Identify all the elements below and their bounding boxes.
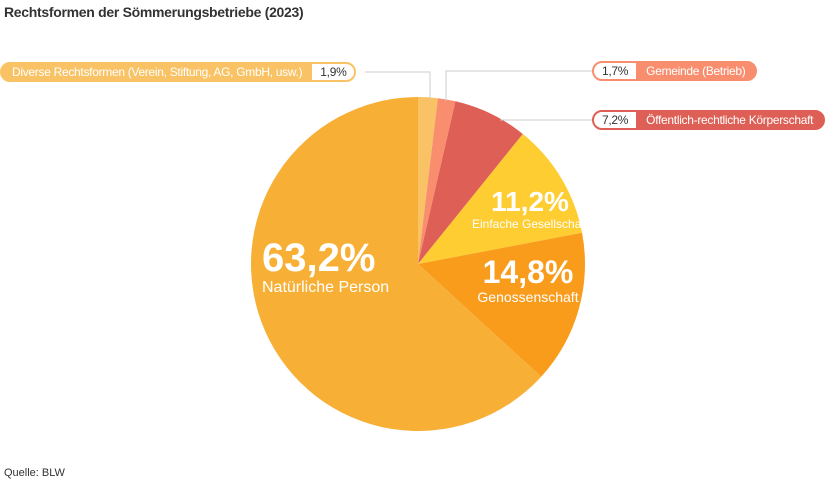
slice-value: 63,2% — [262, 236, 376, 280]
slice-name: Genossenschaft — [477, 289, 579, 305]
leader-line-diverse — [365, 71, 431, 99]
slice-name: Einfache Gesellschaft — [471, 217, 589, 231]
slice-value: 1,7% — [594, 63, 637, 79]
leader-lines — [365, 70, 592, 121]
chart-title: Rechtsformen der Sömmerungsbetriebe (202… — [4, 4, 304, 20]
label-genossenschaft: 14,8% Genossenschaft — [468, 256, 588, 304]
slice-name: Diverse Rechtsformen (Verein, Stiftung, … — [2, 64, 313, 80]
legend-pill-diverse: Diverse Rechtsformen (Verein, Stiftung, … — [0, 62, 357, 82]
leader-line-gemeinde — [445, 70, 592, 101]
slice-value: 1,9% — [312, 64, 355, 80]
pie-slice-4 — [418, 232, 586, 377]
label-natuerliche: 63,2% Natürliche Person — [262, 238, 422, 296]
pie-slice-3 — [418, 133, 583, 264]
slice-value: 14,8% — [482, 254, 574, 290]
slice-name: Öffentlich-rechtliche Körperschaft — [636, 112, 824, 128]
slice-name: Natürliche Person — [262, 279, 390, 296]
label-einfache: 11,2% Einfache Gesellschaft — [470, 186, 590, 231]
pie-slice-1 — [418, 98, 456, 265]
legend-pill-gemeinde: 1,7% Gemeinde (Betrieb) — [592, 61, 758, 81]
pie-slice-0 — [418, 97, 438, 264]
slice-value: 11,2% — [491, 186, 569, 217]
source-note: Quelle: BLW — [4, 467, 65, 479]
legend-pill-oeffentlich: 7,2% Öffentlich-rechtliche Körperschaft — [592, 110, 826, 130]
pie-slice-2 — [418, 101, 523, 264]
pie-slice-5 — [251, 97, 542, 431]
slice-name: Gemeinde (Betrieb) — [636, 63, 756, 79]
slice-value: 7,2% — [594, 112, 637, 128]
